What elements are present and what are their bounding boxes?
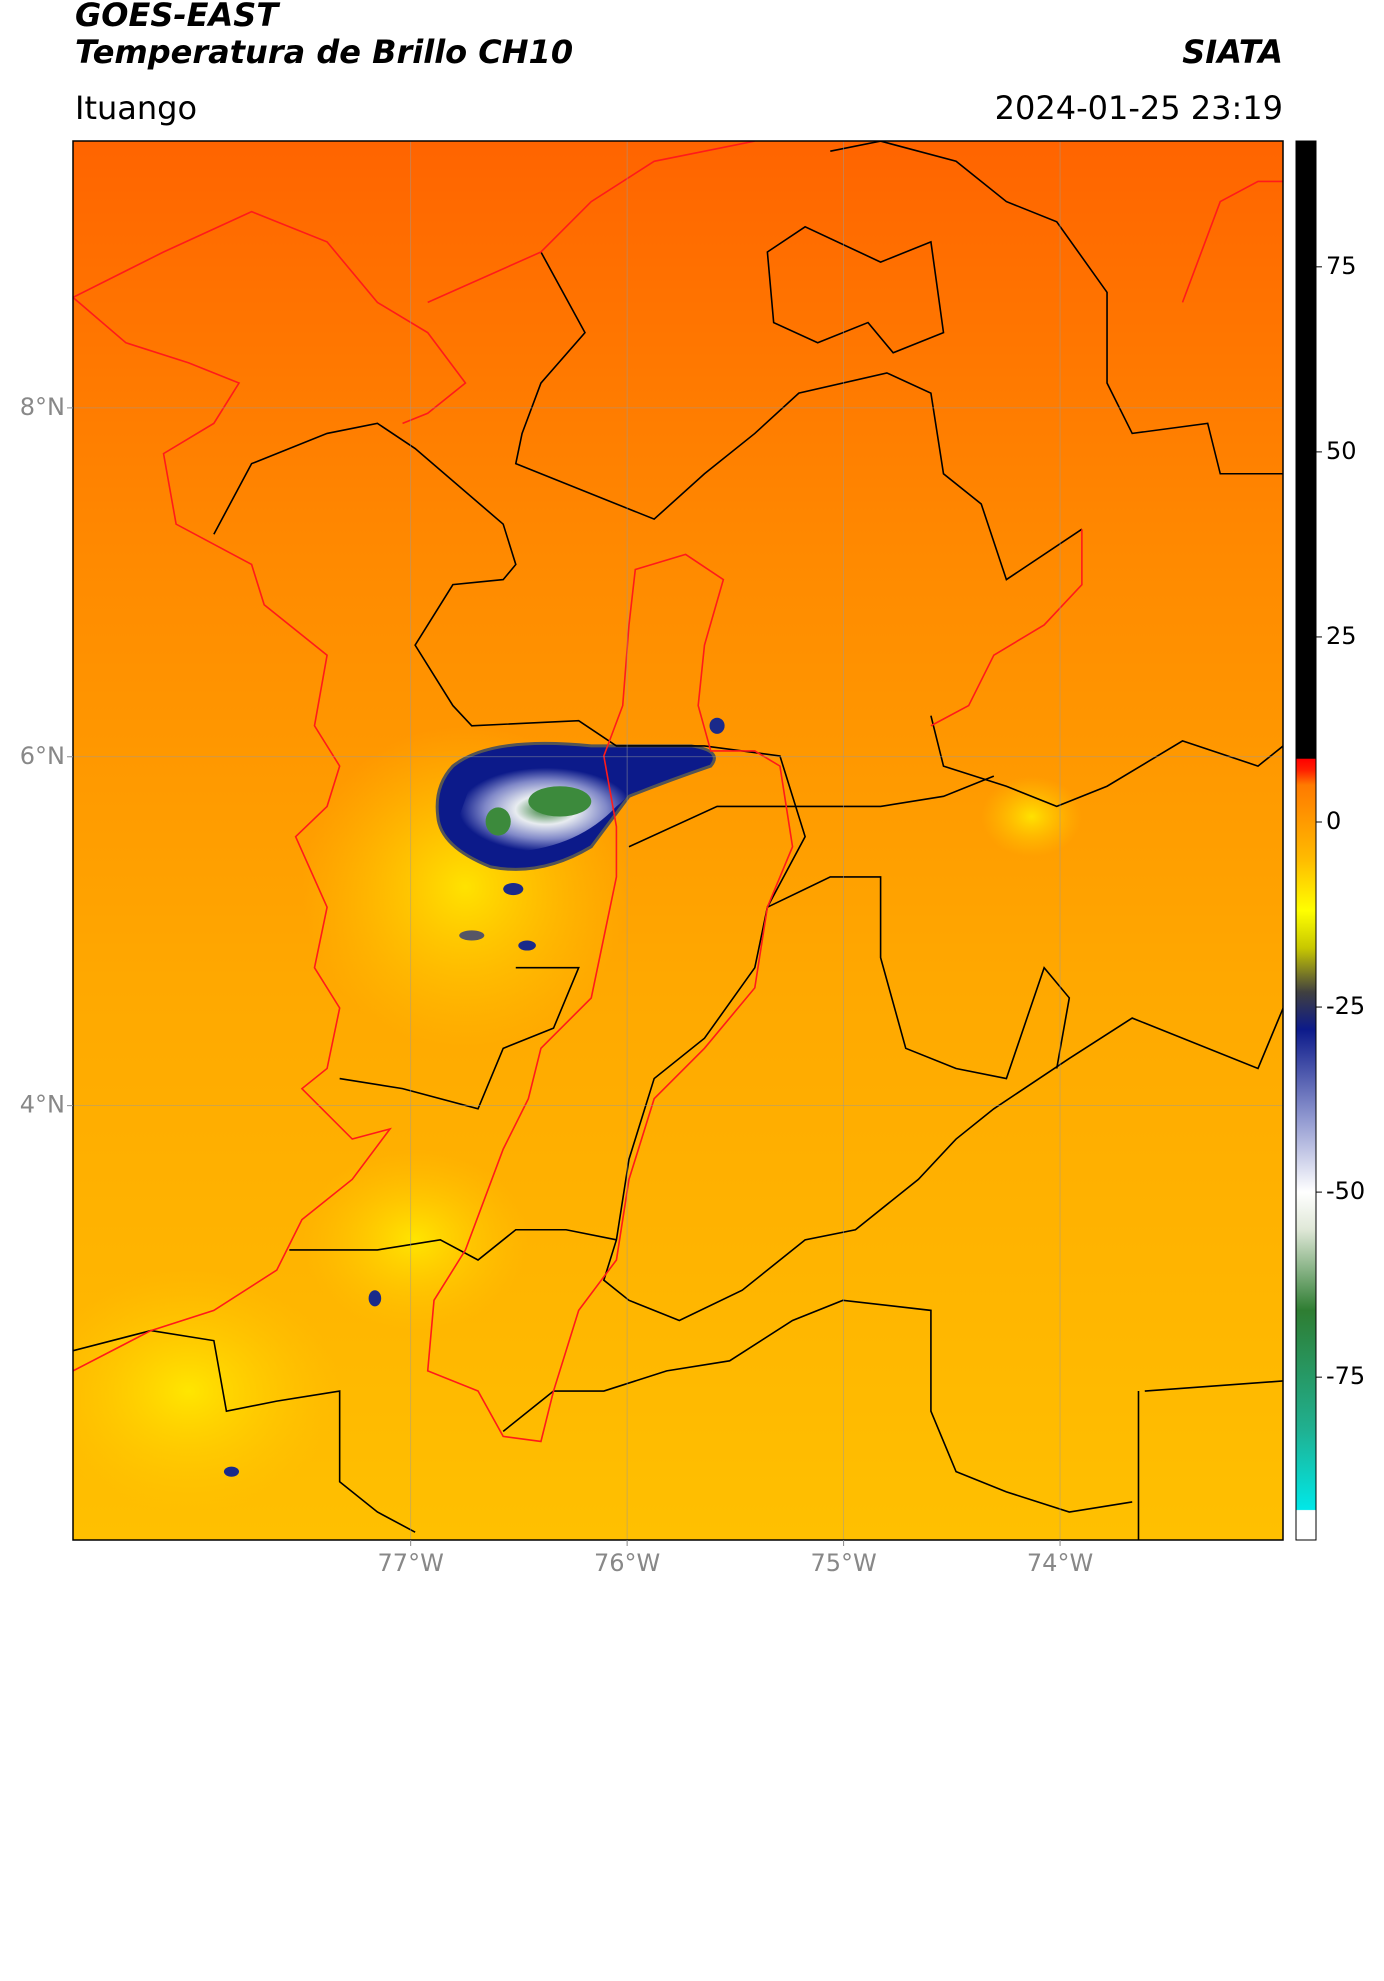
colorbar: [1295, 140, 1317, 1541]
location: Ituango: [75, 89, 197, 127]
title: GOES-EAST: [75, 0, 280, 34]
x-tick-label: 77°W: [378, 1549, 444, 1577]
x-tick-label: 75°W: [810, 1549, 876, 1577]
colorbar-tick-label: -50: [1326, 1177, 1365, 1205]
colorbar-tick-label: -25: [1326, 992, 1365, 1020]
colorbar-tick-label: 50: [1326, 437, 1357, 465]
colorbar-tick-label: -75: [1326, 1362, 1365, 1390]
map-features: [73, 141, 1283, 1540]
x-tick-label: 74°W: [1027, 1549, 1093, 1577]
y-tick-label: 4°N: [20, 1091, 65, 1119]
colorbar-tick-label: 25: [1326, 622, 1357, 650]
colorbar-tick-label: 0: [1326, 807, 1341, 835]
source: SIATA: [1182, 33, 1283, 71]
labels: 77°W 76°W 75°W 74°W 8°N 6°N 4°N -75 -50 -25 0 25 50 7…: [20, 252, 1365, 1577]
colorbar-tick-label: 75: [1326, 252, 1357, 280]
subtitle: Temperatura de Brillo CH10: [75, 33, 573, 71]
map: [73, 141, 1283, 1540]
datetime: 2024-01-25 23:19: [995, 89, 1283, 127]
y-tick-label: 6°N: [20, 742, 65, 770]
map-frame: [72, 140, 1284, 1541]
x-tick-label: 76°W: [594, 1549, 660, 1577]
y-tick-label: 8°N: [20, 393, 65, 421]
grid: [73, 141, 1283, 1540]
